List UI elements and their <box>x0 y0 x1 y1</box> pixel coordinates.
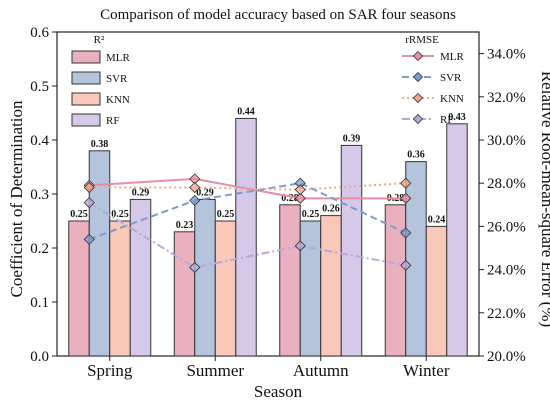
y2-tick-label: 22.0% <box>487 306 526 322</box>
bar <box>173 231 196 357</box>
rrmse-line <box>89 177 406 200</box>
rrmse-marker <box>400 192 412 204</box>
rrmse-marker <box>189 181 201 194</box>
bar <box>446 123 468 357</box>
chart-title: Comparison of model accuracy based on SA… <box>100 7 456 23</box>
legend-lines-title: rRMSE <box>405 34 439 46</box>
rrmse-line <box>88 182 407 241</box>
y-tick-label: 0.1 <box>30 295 49 311</box>
bar-value-label: 0.44 <box>237 106 255 117</box>
y2-axis-label: Relative Root-mean-square Error (%) <box>538 71 550 327</box>
rrmse-marker <box>83 181 95 194</box>
rrmse-marker <box>83 197 95 209</box>
y-tick-label: 0.6 <box>30 25 49 41</box>
legend-label: RF <box>106 115 119 127</box>
y2-tick-label: 28.0% <box>487 176 526 192</box>
bar-value-label: 0.26 <box>322 204 340 215</box>
y-axis-label: Coefficient of Determination <box>7 100 26 298</box>
legend-label: SVR <box>440 72 462 84</box>
bar <box>129 198 152 357</box>
bar-value-label: 0.36 <box>407 150 425 161</box>
bar-value-label: 0.25 <box>70 209 88 220</box>
rrmse-marker <box>294 192 306 204</box>
x-axis-label: Season <box>254 382 303 401</box>
plot-area: 0.0 0.1 0.2 0.3 0.4 0.5 0.6 20.0% 22.0% 24.0% 26.0… <box>30 25 526 380</box>
legend-label: KNN <box>440 93 464 105</box>
y-tick-label: 0.2 <box>30 241 49 257</box>
bar-value-label: 0.25 <box>111 209 129 220</box>
y-tick-label: 0.3 <box>30 187 49 203</box>
legend-swatch <box>71 92 101 106</box>
bar <box>425 225 448 357</box>
legend-label: MLR <box>106 52 131 64</box>
legend-label: SVR <box>106 73 128 85</box>
x-tick-label: Spring <box>87 361 133 380</box>
legend-label: RF <box>440 114 453 126</box>
legend-label: MLR <box>440 51 465 63</box>
bar-value-label: 0.28 <box>281 193 299 204</box>
legend-marker <box>412 113 424 125</box>
bar <box>109 220 131 357</box>
rrmse-marker <box>189 261 201 274</box>
legend-bars-title: R² <box>94 34 105 46</box>
bar <box>235 117 257 357</box>
y2-tick-label: 20.0% <box>487 349 526 365</box>
bar-value-label: 0.38 <box>91 139 109 150</box>
legend-marker <box>412 92 424 104</box>
bar <box>194 198 216 357</box>
bar-value-label: 0.29 <box>196 187 214 198</box>
y-tick-label: 0.5 <box>30 79 49 95</box>
bar-value-label: 0.24 <box>428 214 446 225</box>
bar-value-label: 0.25 <box>302 209 320 220</box>
x-tick-label: Summer <box>186 361 244 380</box>
bar <box>405 161 427 357</box>
bar-value-label: 0.29 <box>132 187 150 198</box>
y2-tick-label: 34.0% <box>487 47 526 63</box>
y2-tick-label: 30.0% <box>487 133 526 149</box>
legend-marker <box>412 50 424 62</box>
y2-tick-label: 32.0% <box>487 90 526 106</box>
legend-label: KNN <box>106 94 130 106</box>
legend-swatch <box>71 71 101 85</box>
bar <box>214 220 237 357</box>
rrmse-marker <box>294 240 306 252</box>
rrmse-marker <box>400 227 412 239</box>
x-tick-label: Autumn <box>293 361 349 380</box>
bar <box>299 220 322 357</box>
bar <box>340 144 363 357</box>
bar <box>279 204 301 357</box>
bar <box>320 215 342 357</box>
y2-tick-label: 24.0% <box>487 263 526 279</box>
rrmse-marker <box>400 259 412 271</box>
rrmse-marker <box>294 184 306 196</box>
bar-value-label: 0.39 <box>343 133 361 144</box>
rrmse-line <box>88 201 406 269</box>
x-tick-label: Winter <box>403 361 450 380</box>
bar-value-label: 0.23 <box>176 220 194 231</box>
legend-marker <box>412 71 424 83</box>
rrmse-marker <box>400 177 412 189</box>
y2-tick-label: 26.0% <box>487 219 526 235</box>
bar-value-label: 0.43 <box>448 112 466 123</box>
legend-swatch <box>71 113 101 127</box>
rrmse-marker <box>189 194 201 207</box>
y-tick-label: 0.0 <box>30 349 49 365</box>
rrmse-marker <box>83 233 95 245</box>
y-tick-label: 0.4 <box>30 133 49 149</box>
legend-swatch <box>71 50 101 64</box>
bar-value-label: 0.25 <box>217 209 235 220</box>
bar <box>88 150 111 357</box>
